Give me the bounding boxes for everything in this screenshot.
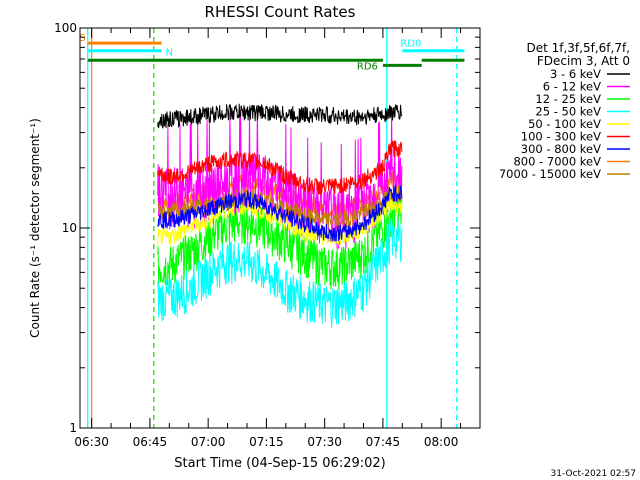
x-tick-label: 07:45 — [366, 435, 401, 449]
legend-label-50-100-kev: 50 - 100 keV — [528, 117, 601, 131]
axes-ticks: 06:30 06:45 07:00 07:15 07:30 07:45 08:00 1 10 10… — [54, 21, 481, 449]
series-line-100-300-kev — [157, 140, 403, 195]
annotation-label: RD6 — [357, 61, 378, 72]
legend-header-line-1: Det 1f,3f,5f,6f,7f, — [526, 41, 630, 55]
legend-label-100-300-kev: 100 - 300 keV — [521, 130, 601, 144]
y-tick-label: 100 — [54, 21, 77, 35]
annotation-label: S — [79, 33, 85, 44]
x-tick-label: 08:00 — [424, 435, 459, 449]
legend-label-300-800-kev: 300 - 800 keV — [521, 142, 601, 156]
legend-label-25-50-kev: 25 - 50 keV — [535, 105, 601, 119]
vertical-marker-lines — [87, 28, 458, 428]
legend-label-800-7000-kev: 800 - 7000 keV — [513, 155, 601, 169]
legend-label-7000-15000-kev: 7000 - 15000 keV — [499, 167, 601, 181]
x-tick-label: 07:00 — [191, 435, 226, 449]
footer-timestamp: 31-Oct-2021 02:57 — [551, 469, 636, 479]
x-tick-label: 07:15 — [249, 435, 284, 449]
y-tick-label: 10 — [62, 221, 77, 235]
series-group — [157, 103, 403, 328]
chart-title: RHESSI Count Rates — [205, 3, 356, 21]
legend-header-line-2: FDecim 3, Att 0 — [537, 54, 630, 68]
x-tick-label: 06:30 — [74, 435, 109, 449]
series-line-3-6-kev — [157, 103, 403, 129]
y-axis-label: Count Rate (s⁻¹ detector segment⁻¹) — [28, 118, 42, 338]
annotation-bars: S N RD6 RD0 — [79, 33, 465, 72]
legend-label-12-25-kev: 12 - 25 keV — [535, 92, 601, 106]
annotation-label: N — [166, 48, 173, 59]
series-line-300-800-kev — [157, 184, 403, 242]
series-line-12-25-kev — [157, 193, 403, 291]
x-tick-label: 06:45 — [133, 435, 168, 449]
x-axis-label: Start Time (04-Sep-15 06:29:02) — [174, 456, 385, 471]
y-tick-label: 1 — [69, 421, 77, 435]
annotation-label: RD0 — [400, 39, 421, 50]
legend-label-3-6-kev: 3 - 6 keV — [550, 67, 601, 81]
legend-label-6-12-kev: 6 - 12 keV — [543, 80, 601, 94]
legend: Det 1f,3f,5f,6f,7f, FDecim 3, Att 0 3 - … — [499, 41, 630, 181]
series-line-25-50-kev — [157, 218, 403, 328]
x-tick-label: 07:30 — [307, 435, 342, 449]
